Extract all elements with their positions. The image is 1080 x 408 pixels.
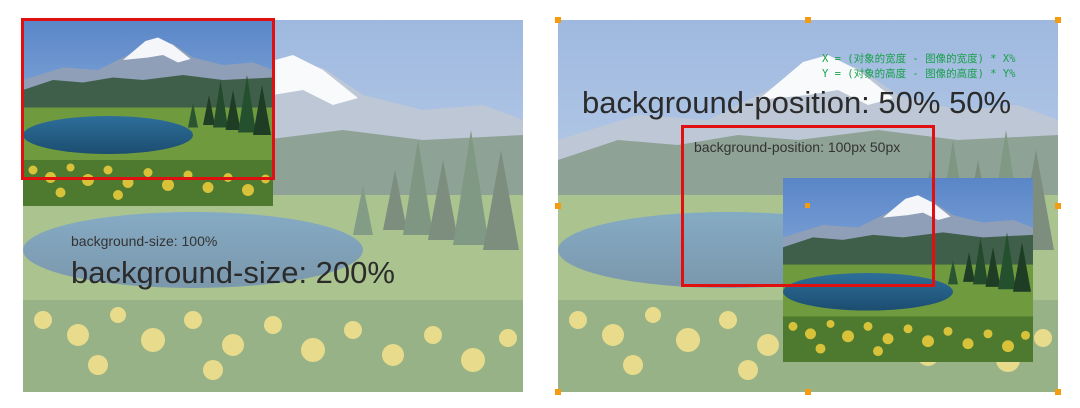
handle-bottom-right[interactable] bbox=[1055, 389, 1061, 395]
handle-top-right[interactable] bbox=[1055, 17, 1061, 23]
left-label-small: background-size: 100% bbox=[71, 233, 218, 249]
left-label-large: background-size: 200% bbox=[71, 255, 395, 290]
formula-y: Y = (对象的高度 - 图像的高度) * Y% bbox=[822, 68, 1016, 80]
center-point-marker bbox=[805, 203, 810, 208]
handle-top-center[interactable] bbox=[805, 17, 811, 23]
handle-middle-left[interactable] bbox=[555, 203, 561, 209]
formula-x: X = (对象的宽度 - 图像的宽度) * X% bbox=[822, 53, 1016, 65]
right-highlight-box bbox=[681, 125, 935, 287]
handle-bottom-left[interactable] bbox=[555, 389, 561, 395]
left-highlight-box bbox=[21, 18, 275, 180]
handle-middle-right[interactable] bbox=[1055, 203, 1061, 209]
right-label-small: background-position: 100px 50px bbox=[694, 139, 901, 155]
handle-bottom-center[interactable] bbox=[805, 389, 811, 395]
right-label-large: background-position: 50% 50% bbox=[582, 85, 1012, 120]
handle-top-left[interactable] bbox=[555, 17, 561, 23]
